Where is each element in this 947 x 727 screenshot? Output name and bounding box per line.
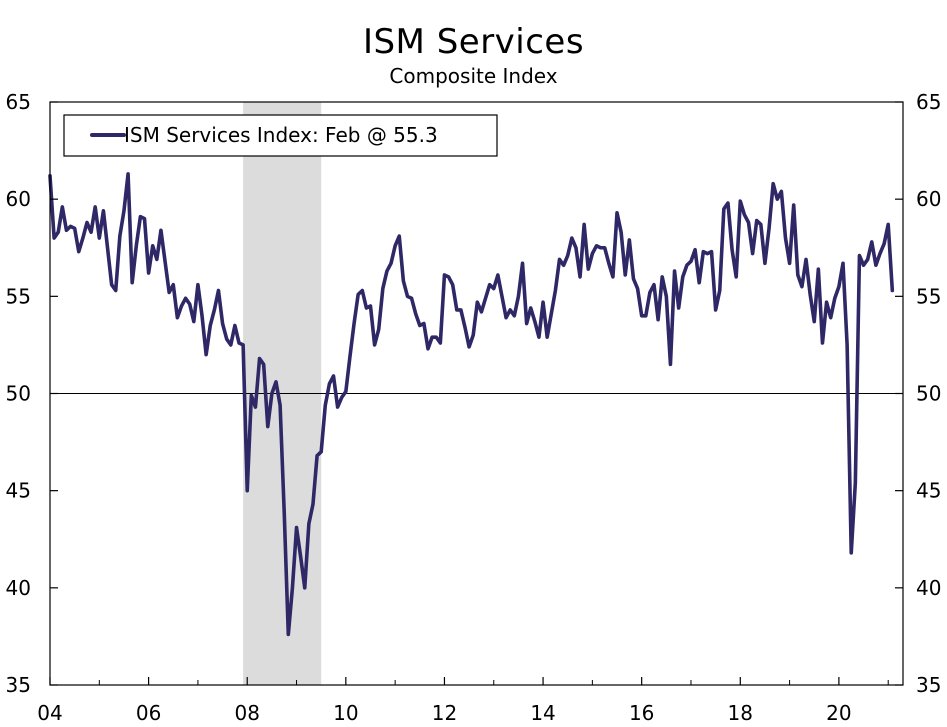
legend: ISM Services Index: Feb @ 55.3 [64,115,497,156]
x-tick-label: 12 [432,701,457,725]
y-tick-label-left: 35 [6,673,31,697]
legend-label: ISM Services Index: Feb @ 55.3 [124,123,438,147]
y-tick-label-left: 45 [6,479,31,503]
x-tick-label: 14 [530,701,555,725]
x-tick-label: 08 [234,701,259,725]
y-tick-label-left: 40 [6,576,31,600]
x-tick-label: 06 [136,701,161,725]
x-tick-label: 20 [826,701,851,725]
y-tick-label-left: 60 [6,187,31,211]
x-tick-label: 10 [333,701,358,725]
y-tick-label-right: 60 [916,187,941,211]
y-tick-label-left: 65 [6,90,31,114]
y-tick-label-right: 35 [916,673,941,697]
y-tick-label-left: 55 [6,284,31,308]
y-tick-label-right: 65 [916,90,941,114]
y-tick-label-left: 50 [6,382,31,406]
x-tick-label: 18 [728,701,753,725]
x-tick-label: 16 [629,701,654,725]
ism-services-chart: 35 35 40 40 45 45 50 50 55 55 60 60 65 65 04 06 08 10 12 14… [0,0,947,727]
y-tick-label-right: 50 [916,382,941,406]
y-tick-label-right: 45 [916,479,941,503]
y-tick-label-right: 55 [916,284,941,308]
series-line-ism-services [50,174,892,635]
y-tick-label-right: 40 [916,576,941,600]
x-tick-label: 04 [37,701,62,725]
